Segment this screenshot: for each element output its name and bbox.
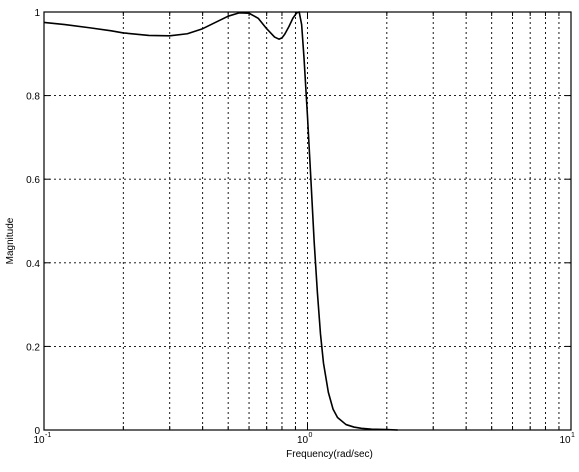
- x-tick-base: 10: [297, 435, 309, 446]
- y-tick-label: 0.2: [26, 342, 40, 353]
- y-axis-label: Magnitude: [5, 217, 16, 264]
- x-tick-base: 10: [559, 435, 571, 446]
- x-tick-label: 10 0: [297, 432, 313, 446]
- y-tick-labels: 0 0.2 0.4 0.6 0.8 1: [26, 8, 40, 437]
- x-tick-exponent: -1: [45, 432, 51, 439]
- x-tick-base: 10: [33, 435, 45, 446]
- y-tick-label: 1: [34, 8, 40, 19]
- y-tick-label: 0.8: [26, 92, 40, 103]
- x-tick-labels: 10 -1 10 0 10 1: [33, 432, 575, 446]
- x-tick-exponent: 1: [571, 432, 575, 439]
- plot-frame: [43, 11, 572, 431]
- series-layer: [43, 11, 398, 431]
- y-tick-label: 0: [34, 426, 40, 437]
- x-tick-label: 10 -1: [33, 432, 51, 446]
- x-axis-label: Frequency(rad/sec): [286, 449, 373, 460]
- x-tick-label: 10 1: [559, 432, 575, 446]
- x-tick-exponent: 0: [309, 432, 313, 439]
- series-line: [43, 11, 398, 431]
- y-tick-label: 0.4: [26, 259, 40, 270]
- y-tick-label: 0.6: [26, 175, 40, 186]
